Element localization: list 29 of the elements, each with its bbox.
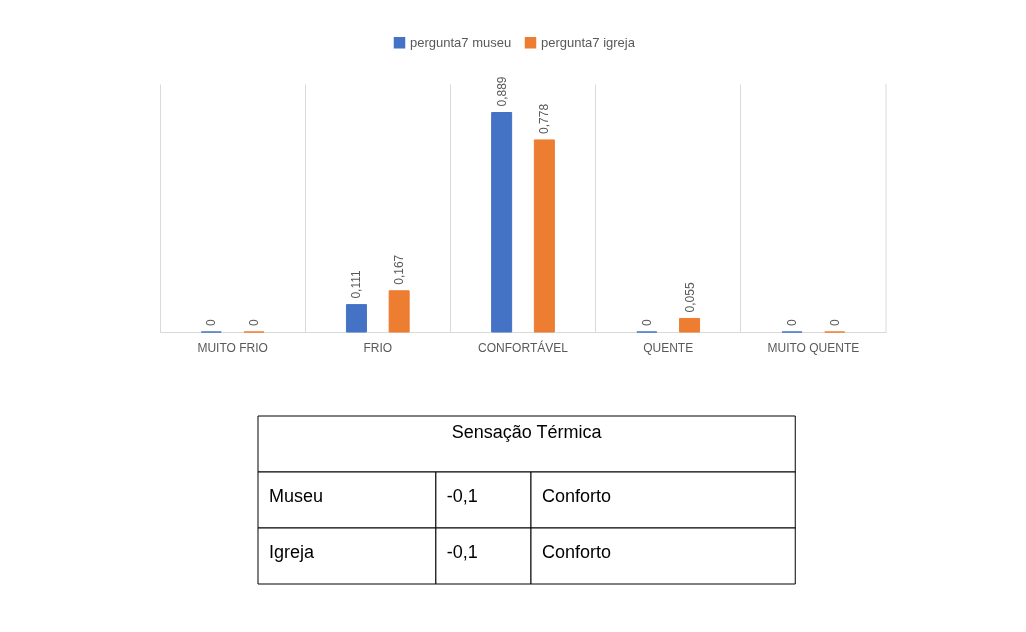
text: Igreja: [268, 542, 315, 563]
legend-label: pergunta7 igreja: [541, 34, 636, 50]
legend-label: pergunta7 museu: [410, 34, 512, 50]
text: -0,1: [446, 542, 478, 563]
text: Conforto: [541, 486, 611, 507]
bar: [345, 304, 367, 333]
data-label: 0,055: [682, 282, 697, 313]
x-tick-label: MUITO QUENTE: [767, 340, 860, 355]
data-label: 0,111: [349, 270, 364, 299]
text: Museu: [268, 486, 323, 507]
data-label: 0: [204, 319, 219, 326]
bar: [679, 317, 701, 333]
data-label: 0,167: [392, 254, 407, 285]
data-label: 0: [827, 319, 842, 326]
x-tick-label: QUENTE: [643, 340, 694, 355]
bar: [533, 139, 555, 333]
bar: [491, 112, 513, 333]
x-tick-label: MUITO FRIO: [197, 340, 268, 355]
x-tick-label: CONFORTÁVEL: [478, 339, 569, 355]
text: Sensação Térmica: [451, 421, 603, 442]
data-label: 0: [785, 319, 800, 326]
data-label: 0: [639, 319, 654, 326]
bar: [388, 290, 410, 333]
data-label: 0,889: [494, 76, 509, 107]
text: -0,1: [446, 486, 478, 507]
text: Conforto: [541, 542, 611, 563]
data-label: 0,778: [537, 103, 552, 134]
data-label: 0: [246, 319, 261, 326]
x-tick-label: FRIO: [363, 340, 393, 355]
